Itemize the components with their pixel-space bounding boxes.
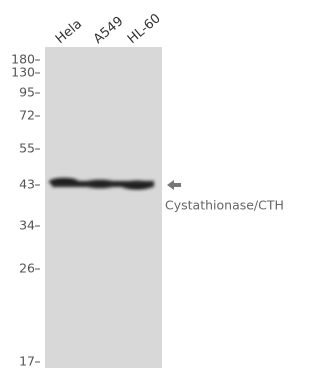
target-label: Cystathionase/CTH xyxy=(165,198,284,213)
band xyxy=(52,181,154,187)
marker-label: 95 xyxy=(19,85,35,100)
marker-label: 72 xyxy=(19,108,35,123)
marker-label: 34 xyxy=(19,218,35,233)
marker-label: 130 xyxy=(11,65,35,80)
lane-label: Hela xyxy=(53,17,85,47)
marker-label: 17 xyxy=(19,354,35,369)
marker-label: 26 xyxy=(19,261,35,276)
marker-label: 55 xyxy=(19,141,35,156)
marker-label: 43 xyxy=(19,177,35,192)
band-arrow xyxy=(167,180,181,190)
lane-label: HL-60 xyxy=(125,11,164,47)
lane-label: A549 xyxy=(91,14,126,47)
blot-membrane xyxy=(45,47,162,368)
